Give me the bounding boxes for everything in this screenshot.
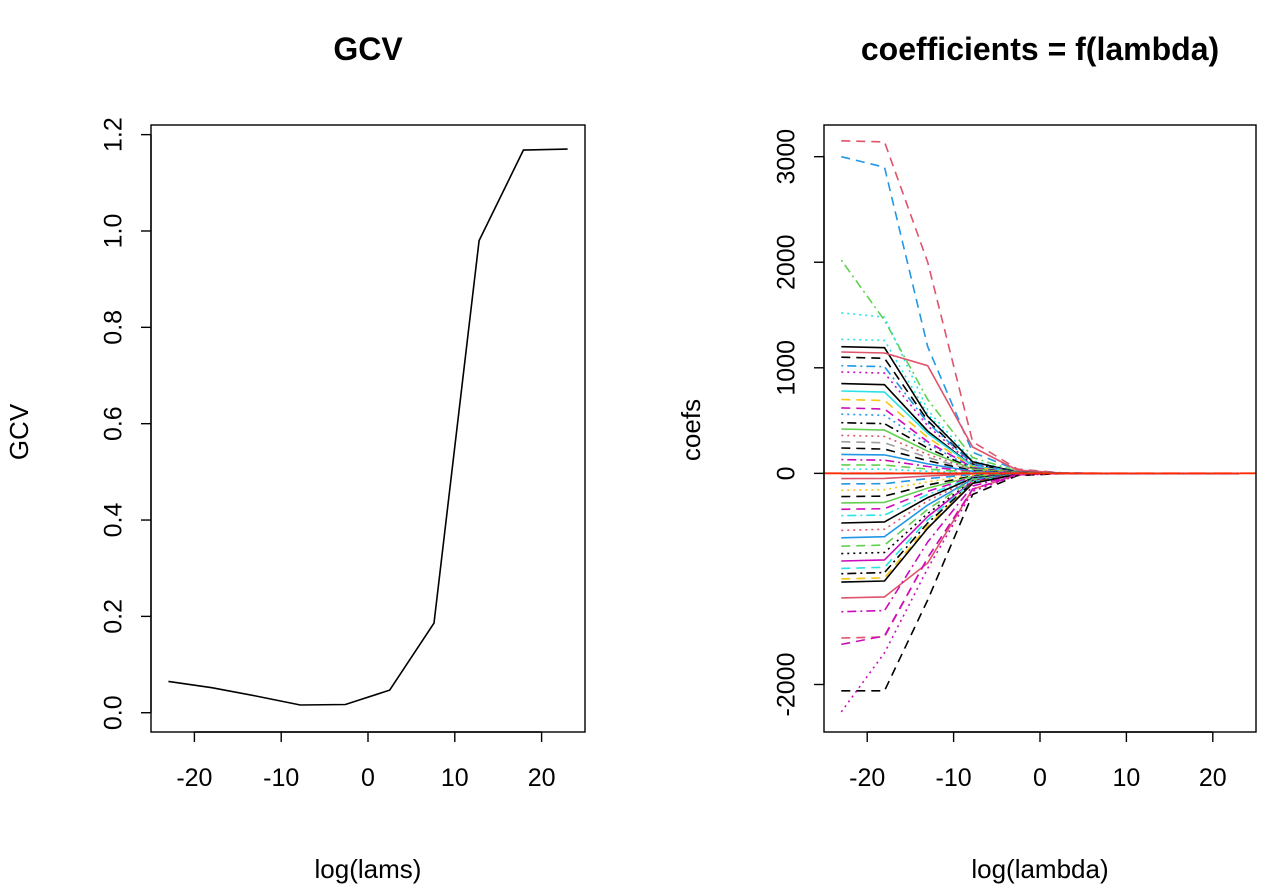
gcv-panel: GCV -20 -10 0 10 20 0.0 0.2 0.4 0.6 0.8 1.0 1.2 lo…	[4, 31, 586, 884]
gcv-x-tick-label: -10	[263, 764, 299, 792]
coef-series-line-13	[841, 407, 1239, 475]
coef-x-tick-label: 20	[1199, 764, 1227, 792]
gcv-y-tick-label: 1.0	[100, 214, 128, 249]
coef-series-line-3	[841, 312, 1239, 475]
coef-x-axis-title: log(lambda)	[971, 854, 1108, 884]
coef-y-tick-label: 2000	[773, 234, 801, 290]
gcv-y-tick-label: 1.2	[100, 117, 128, 152]
coefficients-panel: coefficients = f(lambda) -20 -10 0 10 20 -20…	[676, 31, 1257, 884]
coef-series-line-44	[841, 472, 1239, 639]
coef-series-line-32	[841, 472, 1239, 524]
coef-series-line-36	[841, 472, 1239, 555]
coef-series-line-35	[841, 472, 1239, 547]
gcv-y-tick-label: 0.4	[100, 503, 128, 538]
gcv-series	[168, 148, 568, 706]
coef-chart-title: coefficients = f(lambda)	[861, 31, 1219, 67]
coef-x-tick-label: 10	[1112, 764, 1140, 792]
coef-series-line-43	[841, 472, 1239, 613]
coef-series-line-40	[841, 472, 1239, 580]
coef-y-axis: -2000 0 1000 2000 3000	[773, 129, 825, 717]
gcv-y-tick-label: 0.6	[100, 406, 128, 441]
coef-series-line-6	[841, 351, 1239, 475]
coef-series-line-0	[841, 140, 1239, 475]
coef-series-line-31	[841, 472, 1239, 517]
gcv-y-axis: 0.0 0.2 0.4 0.6 0.8 1.0 1.2	[100, 117, 152, 730]
coef-series-line-17	[841, 434, 1239, 475]
coef-series-line-16	[841, 428, 1239, 475]
coef-series-line-34	[841, 472, 1239, 539]
gcv-y-axis-title: GCV	[4, 403, 34, 460]
coef-y-tick-label: 1000	[773, 340, 801, 396]
coef-series-line-46	[841, 472, 1239, 692]
gcv-y-tick-label: 0.8	[100, 310, 128, 345]
coef-series-line-2	[840, 259, 1239, 475]
gcv-chart-title: GCV	[333, 31, 403, 67]
coef-series-line-20	[841, 453, 1239, 475]
coef-series-line-1	[841, 155, 1239, 475]
coef-x-axis: -20 -10 0 10 20	[849, 731, 1227, 792]
coef-y-tick-label: 0	[773, 466, 801, 480]
gcv-plot-frame	[150, 124, 586, 733]
coef-y-tick-label: -2000	[773, 653, 801, 717]
gcv-series-line-0	[168, 148, 568, 706]
coef-series-line-8	[841, 364, 1239, 475]
coef-series-line-10	[841, 382, 1239, 475]
coef-x-tick-label: -20	[849, 764, 885, 792]
gcv-x-tick-label: 20	[528, 764, 556, 792]
coef-plot-frame	[823, 124, 1257, 733]
coef-series-line-27	[841, 472, 1239, 492]
coef-series-line-47	[840, 472, 1239, 713]
gcv-x-axis: -20 -10 0 10 20	[176, 731, 556, 792]
coef-y-axis-title: coefs	[676, 399, 706, 461]
gcv-x-tick-label: 10	[441, 764, 469, 792]
coef-series-line-37	[841, 472, 1239, 562]
coef-series-line-12	[841, 398, 1239, 475]
gcv-y-tick-label: 0.2	[100, 599, 128, 634]
gcv-x-axis-title: log(lams)	[315, 854, 422, 884]
coef-series-line-19	[841, 447, 1239, 475]
coef-series	[824, 140, 1256, 713]
coef-x-tick-label: 0	[1033, 764, 1047, 792]
gcv-x-tick-label: -20	[176, 764, 212, 792]
coef-x-tick-label: -10	[936, 764, 972, 792]
coef-y-tick-label: 3000	[773, 129, 801, 185]
coef-series-line-41	[841, 472, 1239, 583]
gcv-y-tick-label: 0.0	[100, 695, 128, 730]
gcv-x-tick-label: 0	[361, 764, 375, 792]
coef-series-line-4	[841, 338, 1239, 475]
coef-series-line-5	[841, 345, 1239, 475]
